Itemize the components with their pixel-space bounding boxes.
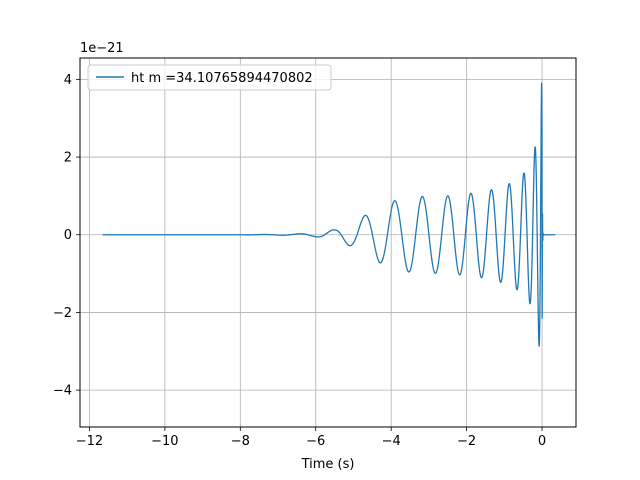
- y-tick-label: 4: [64, 73, 72, 88]
- grid: [80, 58, 576, 427]
- x-tick-label: −12: [76, 434, 103, 449]
- y-offset-label: 1e−21: [80, 41, 124, 56]
- x-tick-label: −8: [231, 434, 250, 449]
- ticks: −12 −10 −8 −6 −4 −2 0 −4 −2 0 2 4: [53, 73, 546, 449]
- y-tick-label: −4: [53, 384, 72, 399]
- y-tick-label: 0: [64, 228, 72, 243]
- x-tick-label: −10: [151, 434, 178, 449]
- x-axis-label: Time (s): [301, 457, 355, 472]
- legend-entry-label: ht m =34.10765894470802: [131, 71, 313, 86]
- x-tick-label: −4: [382, 434, 401, 449]
- legend-box: [87, 64, 332, 91]
- series-layer: [102, 82, 556, 347]
- x-tick-label: −2: [457, 434, 476, 449]
- y-tick-label: 2: [64, 151, 72, 166]
- series-line: [102, 82, 556, 347]
- legend: ht m =34.10765894470802: [87, 64, 332, 91]
- y-tick-label: −2: [53, 306, 72, 321]
- x-tick-label: 0: [538, 434, 546, 449]
- plot-frame: [79, 57, 577, 428]
- x-tick-label: −6: [306, 434, 325, 449]
